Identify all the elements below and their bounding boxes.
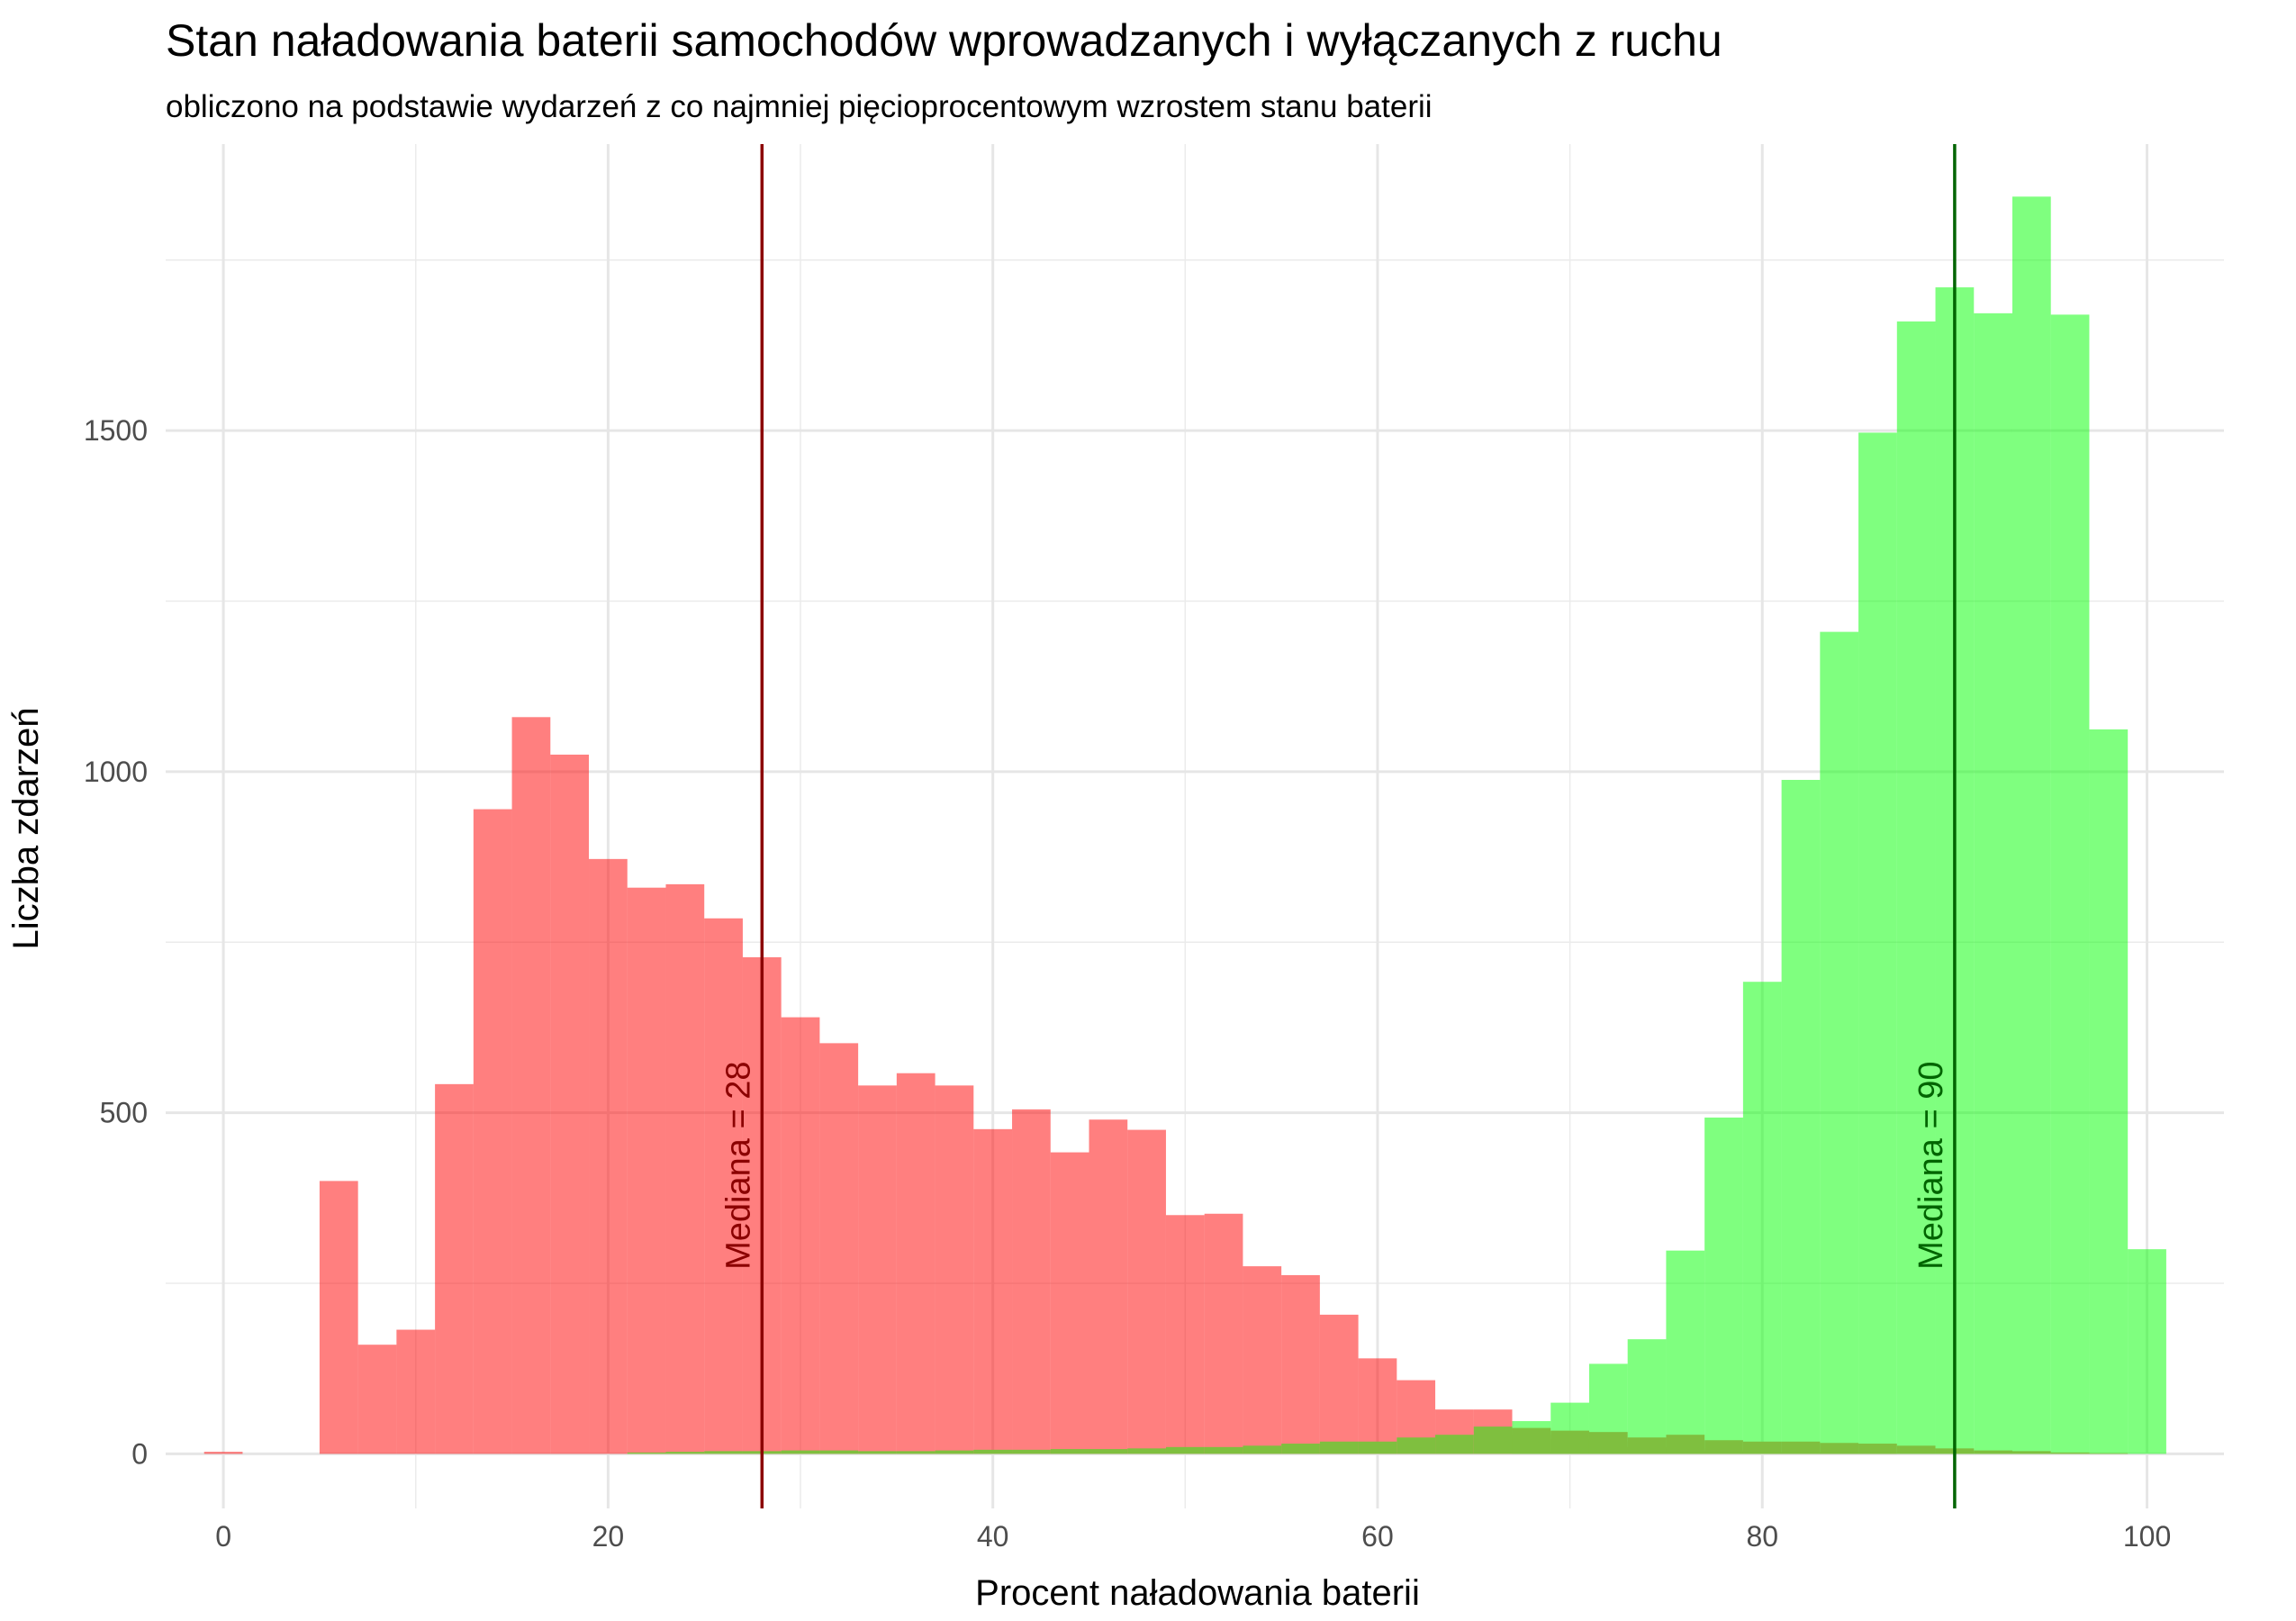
- histogram-bar-1: [973, 1128, 1013, 1454]
- histogram-bar-2: [2011, 196, 2051, 1454]
- y-tick-label: 1500: [84, 414, 148, 447]
- histogram-bar-2: [1627, 1339, 1667, 1454]
- histogram-bar-3: [896, 1451, 936, 1454]
- histogram-bar-3: [1127, 1448, 1166, 1454]
- histogram-bar-3: [1243, 1445, 1282, 1454]
- histogram-bar-3: [1627, 1437, 1667, 1454]
- histogram-bar-1: [1358, 1358, 1397, 1454]
- histogram-bar-3: [1858, 1444, 1897, 1454]
- histogram-bar-2: [2089, 729, 2129, 1454]
- chart-title: Stan naładowania baterii samochodów wpro…: [166, 15, 1722, 66]
- histogram-bar-1: [396, 1329, 436, 1454]
- y-tick-label: 1000: [84, 756, 148, 788]
- median-lines: Mediana = 28 Mediana = 90: [719, 144, 1957, 1508]
- histogram-bar-1: [896, 1073, 936, 1454]
- histogram-bar-1: [357, 1345, 397, 1454]
- histogram-bar-1: [665, 883, 705, 1454]
- histogram-bar-3: [1820, 1443, 1859, 1454]
- histogram-bar-1: [1012, 1109, 1051, 1454]
- x-tick-label: 40: [977, 1520, 1009, 1553]
- median-label: Mediana = 90: [1912, 1062, 1950, 1270]
- histogram-bar-3: [1089, 1449, 1128, 1454]
- x-tick-label: 100: [2123, 1520, 2171, 1553]
- histogram-bar-3: [2050, 1452, 2090, 1454]
- histogram-bar-3: [781, 1450, 820, 1454]
- histogram-bar-1: [1050, 1152, 1089, 1454]
- histogram-bar-2: [1704, 1117, 1743, 1454]
- histogram-bar-1: [819, 1043, 859, 1454]
- chart-subtitle: obliczono na podstawie wydarzeń z co naj…: [166, 89, 1433, 124]
- x-tick-label: 20: [592, 1520, 625, 1553]
- histogram-bar-2: [1781, 779, 1821, 1454]
- histogram-bar-1: [1204, 1213, 1243, 1454]
- histogram-bar-3: [973, 1449, 1013, 1454]
- y-tick-label: 0: [131, 1437, 148, 1470]
- histogram-bar-3: [1588, 1432, 1628, 1454]
- histogram-bar-3: [935, 1450, 974, 1454]
- x-tick-label: 80: [1746, 1520, 1778, 1553]
- histogram-bar-1: [435, 1083, 474, 1454]
- histogram-bar-1: [935, 1085, 974, 1454]
- histogram-bar-1: [203, 1452, 243, 1454]
- histogram-bar-3: [1435, 1435, 1474, 1454]
- histogram-bar-2: [1820, 631, 1859, 1454]
- histogram-bar-3: [1397, 1437, 1436, 1454]
- histogram-bar-2: [1896, 321, 1936, 1454]
- histogram-bar-2: [1974, 312, 2012, 1454]
- histogram-bar-1: [473, 809, 512, 1454]
- histogram-bar-3: [627, 1452, 666, 1454]
- histogram-bar-1: [1243, 1266, 1282, 1454]
- histogram-bar-1: [1319, 1314, 1359, 1454]
- histogram-bar-3: [1473, 1426, 1513, 1454]
- histogram-bar-1: [1127, 1129, 1166, 1454]
- x-tick-label: 60: [1361, 1520, 1394, 1553]
- histogram-bar-1: [1165, 1215, 1205, 1454]
- histogram-bar-3: [2011, 1451, 2051, 1454]
- y-tick-label: 500: [100, 1097, 148, 1129]
- histogram-bar-3: [1358, 1441, 1397, 1454]
- histogram-bar-1: [858, 1085, 897, 1454]
- histogram-bar-1: [511, 717, 551, 1454]
- histogram-bar-3: [1550, 1430, 1589, 1454]
- histogram-bar-3: [1742, 1441, 1782, 1454]
- histogram-bar-1: [589, 858, 628, 1454]
- histogram-bar-3: [1281, 1444, 1320, 1454]
- histogram-bar-2: [1858, 432, 1897, 1454]
- histogram-bar-3: [858, 1451, 897, 1454]
- x-tick-label: 0: [215, 1520, 231, 1553]
- histogram-bar-3: [1319, 1441, 1359, 1454]
- histogram-bar-1: [1281, 1274, 1320, 1454]
- histogram-bar-3: [1781, 1441, 1821, 1454]
- histogram-bar-3: [1704, 1440, 1743, 1454]
- histogram-bar-3: [1165, 1446, 1205, 1454]
- histogram-bar-1: [1089, 1119, 1128, 1454]
- histogram-bar-3: [1512, 1427, 1551, 1454]
- histogram-bar-3: [1012, 1449, 1051, 1454]
- histogram-bar-3: [1050, 1449, 1089, 1454]
- y-axis-title: Liczba zdarzeń: [6, 707, 46, 949]
- histogram-bar-3: [1896, 1445, 1936, 1454]
- histogram-bar-3: [1204, 1446, 1243, 1454]
- histogram-bar-3: [819, 1450, 859, 1454]
- histogram-bar-2: [1742, 982, 1782, 1454]
- histogram-bar-3: [1974, 1450, 2012, 1454]
- histogram-bar-3: [704, 1451, 743, 1454]
- histogram-bar-3: [1666, 1435, 1705, 1454]
- histogram-bar-1: [704, 918, 743, 1454]
- histogram-bar-2: [2128, 1249, 2166, 1454]
- histogram-bar-1: [319, 1181, 358, 1454]
- x-axis-title: Procent naładowania baterii: [975, 1573, 1420, 1613]
- histogram-bar-3: [665, 1452, 705, 1454]
- histogram-bars: [203, 196, 2166, 1454]
- histogram-bar-3: [2089, 1453, 2129, 1454]
- histogram-bar-1: [627, 887, 666, 1454]
- histogram-bar-1: [550, 754, 590, 1454]
- histogram-bar-2: [1666, 1250, 1705, 1454]
- histogram-bar-2: [2050, 314, 2090, 1454]
- histogram-bar-1: [781, 1017, 820, 1454]
- median-label: Mediana = 28: [719, 1062, 757, 1270]
